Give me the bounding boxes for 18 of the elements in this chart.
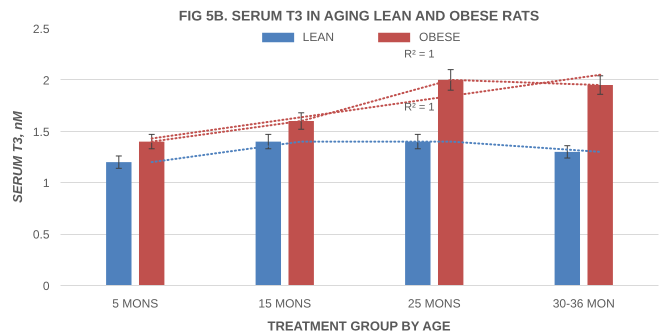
x-tick-label: 5 MONS [112, 296, 158, 310]
y-tick-label: 0.5 [32, 228, 50, 242]
x-tick-label: 15 MONS [258, 296, 312, 310]
y-tick-label: 1.5 [32, 124, 50, 139]
chart-title: FIG 5B. SERUM T3 IN AGING LEAN AND OBESE RATS [178, 8, 540, 24]
legend-label: LEAN [302, 30, 334, 44]
x-axis-title: TREATMENT GROUP BY AGE [268, 318, 451, 334]
y-tick-label: 0 [42, 279, 50, 293]
y-tick-label: 1 [42, 176, 50, 190]
annotation: R² = 1 [404, 48, 434, 61]
legend-label: OBESE [419, 30, 460, 44]
y-tick-label: 2 [42, 73, 50, 88]
bar [106, 162, 132, 286]
y-axis-title: SERUM T3, nM [10, 110, 25, 203]
x-tick-label: 25 MONS [408, 296, 461, 310]
y-tick-label: 2.5 [32, 22, 50, 36]
annotation: R² = 1 [404, 101, 434, 114]
x-tick-label: 30-36 MON [552, 296, 615, 310]
